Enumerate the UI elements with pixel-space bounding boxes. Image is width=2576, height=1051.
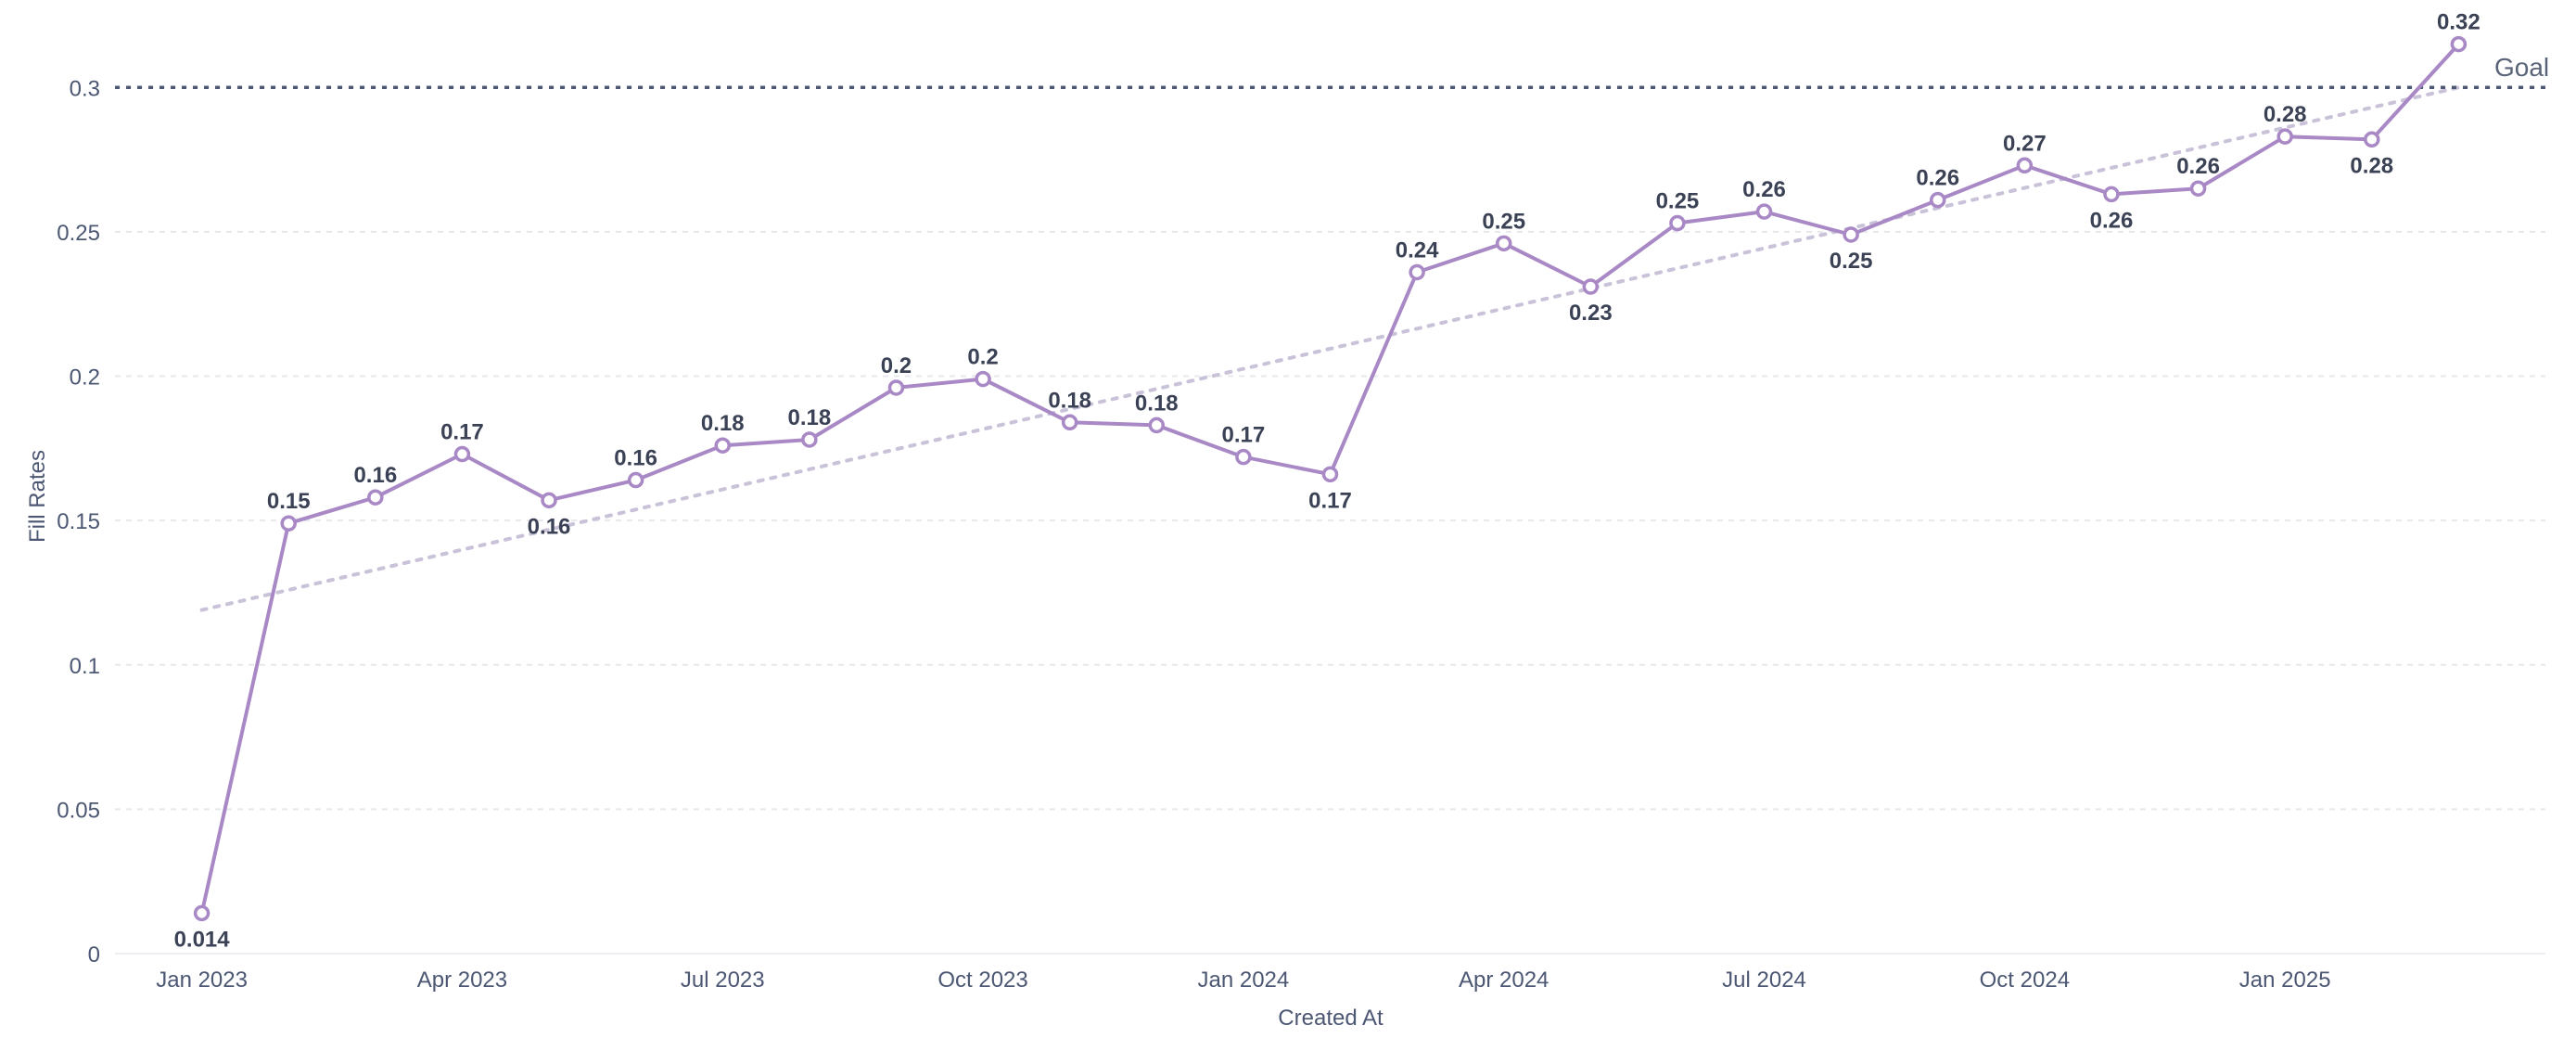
data-point[interactable] bbox=[1495, 235, 1512, 252]
data-point[interactable] bbox=[1061, 414, 1078, 431]
goal-label: Goal bbox=[2494, 53, 2549, 82]
x-tick-label: Jan 2025 bbox=[2239, 968, 2331, 993]
trend-line-path bbox=[199, 85, 2461, 612]
data-point[interactable] bbox=[1409, 263, 1425, 281]
x-tick-label: Jul 2024 bbox=[1722, 968, 1806, 993]
data-label: 0.17 bbox=[1222, 423, 1266, 448]
data-label: 0.18 bbox=[1135, 391, 1179, 416]
data-point[interactable] bbox=[975, 370, 991, 388]
data-label: 0.16 bbox=[528, 514, 571, 539]
data-point[interactable] bbox=[541, 492, 557, 509]
data-point[interactable] bbox=[280, 515, 297, 532]
data-point[interactable] bbox=[1843, 226, 1859, 243]
data-point[interactable] bbox=[801, 431, 818, 448]
data-point[interactable] bbox=[1582, 278, 1600, 295]
x-axis-ticks: Jan 2023 Apr 2023 Jul 2023 Oct 2023 Jan 2024… bbox=[156, 968, 2330, 993]
data-point[interactable] bbox=[2189, 180, 2207, 197]
data-point[interactable] bbox=[1235, 448, 1252, 466]
data-label: 0.26 bbox=[1916, 166, 1959, 191]
data-point[interactable] bbox=[887, 379, 905, 396]
series-fill-rates bbox=[193, 35, 2468, 922]
data-label: 0.27 bbox=[2003, 131, 2047, 156]
x-tick-label: Jan 2023 bbox=[156, 968, 248, 993]
y-tick-label: 0.15 bbox=[57, 509, 100, 534]
data-point[interactable] bbox=[1148, 417, 1166, 434]
data-label: 0.18 bbox=[701, 411, 745, 436]
data-label: 0.28 bbox=[2350, 153, 2393, 178]
x-tick-label: Jul 2023 bbox=[681, 968, 765, 993]
y-axis-ticks: 0 0.05 0.1 0.15 0.2 0.25 0.3 bbox=[57, 76, 100, 968]
data-point[interactable] bbox=[627, 471, 644, 489]
data-label: 0.32 bbox=[2437, 10, 2480, 35]
y-tick-label: 0 bbox=[88, 942, 100, 968]
x-tick-label: Apr 2024 bbox=[1459, 968, 1549, 993]
y-tick-label: 0.25 bbox=[57, 221, 100, 246]
data-point[interactable] bbox=[367, 489, 384, 506]
data-labels: 0.014 0.15 0.16 0.17 0.16 0.16 0.18 0.18 0.2 0.2 0… bbox=[174, 10, 2480, 953]
data-label: 0.16 bbox=[353, 463, 397, 488]
data-point[interactable] bbox=[2016, 157, 2034, 174]
data-label: 0.26 bbox=[2090, 208, 2134, 233]
x-axis-title: Created At bbox=[1278, 1006, 1384, 1031]
data-point[interactable] bbox=[2276, 128, 2293, 145]
data-label: 0.16 bbox=[614, 446, 657, 471]
data-point[interactable] bbox=[1669, 214, 1686, 232]
x-tick-label: Jan 2024 bbox=[1198, 968, 1290, 993]
y-tick-label: 0.05 bbox=[57, 798, 100, 823]
data-point[interactable] bbox=[714, 437, 731, 454]
data-label: 0.2 bbox=[967, 345, 998, 370]
gridlines bbox=[115, 86, 2545, 955]
data-point[interactable] bbox=[2450, 35, 2468, 53]
y-axis-title: Fill Rates bbox=[25, 450, 50, 543]
data-label: 0.014 bbox=[174, 927, 231, 952]
data-label: 0.23 bbox=[1569, 301, 1613, 326]
data-label: 0.25 bbox=[1656, 189, 1700, 214]
x-tick-label: Apr 2023 bbox=[417, 968, 507, 993]
data-label: 0.28 bbox=[2264, 102, 2307, 127]
data-point[interactable] bbox=[2103, 186, 2120, 203]
y-tick-label: 0.3 bbox=[70, 76, 100, 101]
data-label: 0.26 bbox=[1742, 177, 1786, 202]
data-label: 0.15 bbox=[267, 489, 311, 514]
data-point[interactable] bbox=[453, 445, 471, 463]
y-tick-label: 0.2 bbox=[70, 365, 100, 391]
data-label: 0.18 bbox=[787, 405, 831, 430]
data-label: 0.17 bbox=[440, 420, 484, 445]
data-point[interactable] bbox=[1930, 191, 1946, 209]
data-label: 0.17 bbox=[1308, 488, 1352, 513]
data-point[interactable] bbox=[1755, 203, 1773, 220]
data-point[interactable] bbox=[193, 904, 210, 922]
x-tick-label: Oct 2024 bbox=[1980, 968, 2070, 993]
data-label: 0.2 bbox=[881, 353, 912, 378]
data-label: 0.26 bbox=[2176, 154, 2220, 179]
y-tick-label: 0.1 bbox=[70, 654, 100, 679]
data-point[interactable] bbox=[2364, 131, 2380, 148]
data-label: 0.18 bbox=[1048, 388, 1091, 413]
x-tick-label: Oct 2023 bbox=[937, 968, 1027, 993]
data-point[interactable] bbox=[1321, 466, 1339, 483]
trend-line bbox=[199, 85, 2461, 612]
data-label: 0.25 bbox=[1830, 249, 1873, 274]
data-label: 0.24 bbox=[1396, 237, 1439, 263]
data-label: 0.25 bbox=[1482, 209, 1525, 234]
